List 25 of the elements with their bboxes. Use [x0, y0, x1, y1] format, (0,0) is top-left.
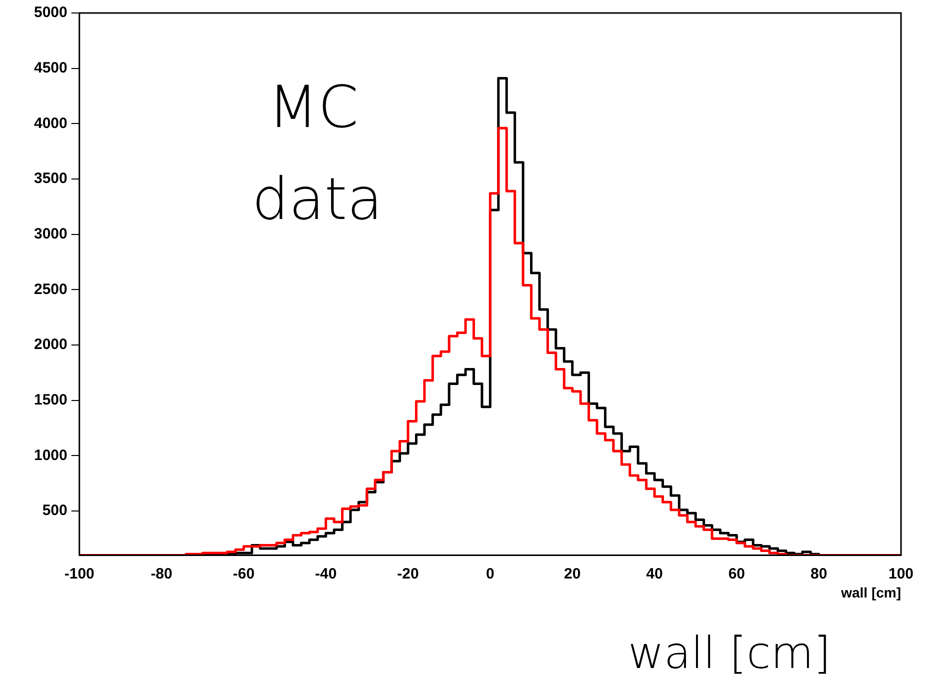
y-tick-label: 1500: [34, 391, 68, 408]
y-tick-label: 2500: [34, 280, 68, 298]
x-tick-label: -40: [315, 565, 337, 582]
x-tick-label: -80: [150, 565, 172, 582]
y-tick-label: 4000: [34, 114, 68, 132]
x-tick-label: 80: [810, 565, 828, 582]
x-tick-label: 20: [564, 565, 581, 582]
text: wall [cm]: [628, 628, 831, 679]
y-tick-label: 3000: [34, 225, 68, 242]
x-tick-label: 40: [646, 565, 663, 582]
y-tick-label: 2000: [34, 336, 68, 354]
x-tick-label: 100: [888, 565, 914, 582]
y-tick-label: 5000: [34, 4, 68, 22]
x-tick-label: -20: [397, 565, 419, 582]
x-tick-label: 0: [486, 565, 494, 582]
annotation: MC: [268, 73, 359, 141]
annotation: data: [252, 165, 383, 233]
x-axis-title: wall [cm]: [840, 584, 901, 600]
x-tick-label: 60: [728, 565, 746, 582]
y-tick-label: 3500: [34, 170, 68, 188]
y-tick-label: 4500: [34, 59, 68, 76]
y-tick-label: 1000: [34, 446, 68, 464]
x-tick-label: -100: [64, 565, 94, 582]
y-tick-label: 500: [42, 502, 68, 520]
x-tick-label: -60: [232, 565, 255, 582]
